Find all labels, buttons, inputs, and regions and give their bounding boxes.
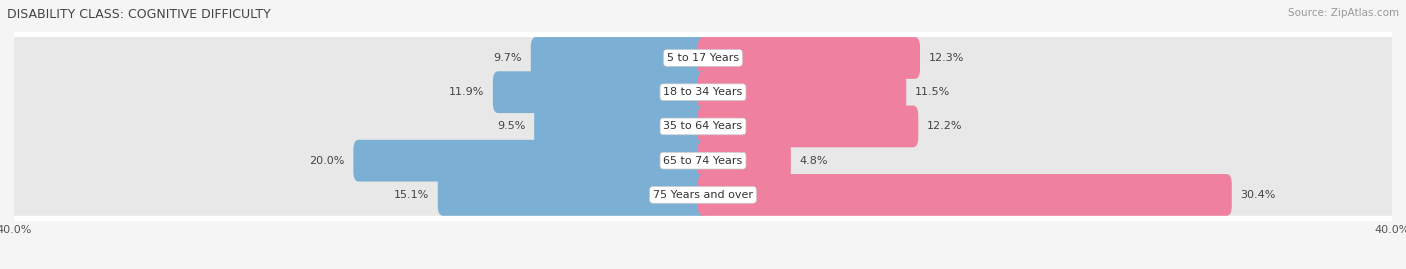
- FancyBboxPatch shape: [0, 53, 1406, 131]
- FancyBboxPatch shape: [0, 19, 1406, 97]
- FancyBboxPatch shape: [8, 105, 709, 147]
- FancyBboxPatch shape: [8, 71, 709, 113]
- FancyBboxPatch shape: [697, 105, 918, 147]
- Text: 11.9%: 11.9%: [449, 87, 484, 97]
- Text: 15.1%: 15.1%: [394, 190, 429, 200]
- FancyBboxPatch shape: [697, 140, 1398, 182]
- FancyBboxPatch shape: [697, 140, 790, 182]
- FancyBboxPatch shape: [531, 37, 709, 79]
- FancyBboxPatch shape: [697, 105, 1398, 147]
- Text: 35 to 64 Years: 35 to 64 Years: [664, 121, 742, 132]
- Text: 9.5%: 9.5%: [498, 121, 526, 132]
- FancyBboxPatch shape: [0, 156, 1406, 234]
- FancyBboxPatch shape: [8, 174, 709, 216]
- FancyBboxPatch shape: [494, 71, 709, 113]
- Text: 12.3%: 12.3%: [928, 53, 965, 63]
- FancyBboxPatch shape: [0, 87, 1406, 165]
- Text: 12.2%: 12.2%: [927, 121, 962, 132]
- FancyBboxPatch shape: [8, 140, 709, 182]
- FancyBboxPatch shape: [697, 37, 1398, 79]
- FancyBboxPatch shape: [697, 174, 1232, 216]
- Text: 30.4%: 30.4%: [1240, 190, 1275, 200]
- FancyBboxPatch shape: [353, 140, 709, 182]
- Text: DISABILITY CLASS: COGNITIVE DIFFICULTY: DISABILITY CLASS: COGNITIVE DIFFICULTY: [7, 8, 271, 21]
- Text: 4.8%: 4.8%: [800, 156, 828, 166]
- Text: Source: ZipAtlas.com: Source: ZipAtlas.com: [1288, 8, 1399, 18]
- FancyBboxPatch shape: [697, 37, 920, 79]
- FancyBboxPatch shape: [534, 105, 709, 147]
- Text: 5 to 17 Years: 5 to 17 Years: [666, 53, 740, 63]
- Text: 11.5%: 11.5%: [915, 87, 950, 97]
- FancyBboxPatch shape: [697, 71, 907, 113]
- Text: 18 to 34 Years: 18 to 34 Years: [664, 87, 742, 97]
- FancyBboxPatch shape: [437, 174, 709, 216]
- Text: 75 Years and over: 75 Years and over: [652, 190, 754, 200]
- FancyBboxPatch shape: [697, 174, 1398, 216]
- Text: 20.0%: 20.0%: [309, 156, 344, 166]
- FancyBboxPatch shape: [697, 71, 1398, 113]
- FancyBboxPatch shape: [0, 122, 1406, 200]
- Text: 65 to 74 Years: 65 to 74 Years: [664, 156, 742, 166]
- Text: 9.7%: 9.7%: [494, 53, 522, 63]
- FancyBboxPatch shape: [8, 37, 709, 79]
